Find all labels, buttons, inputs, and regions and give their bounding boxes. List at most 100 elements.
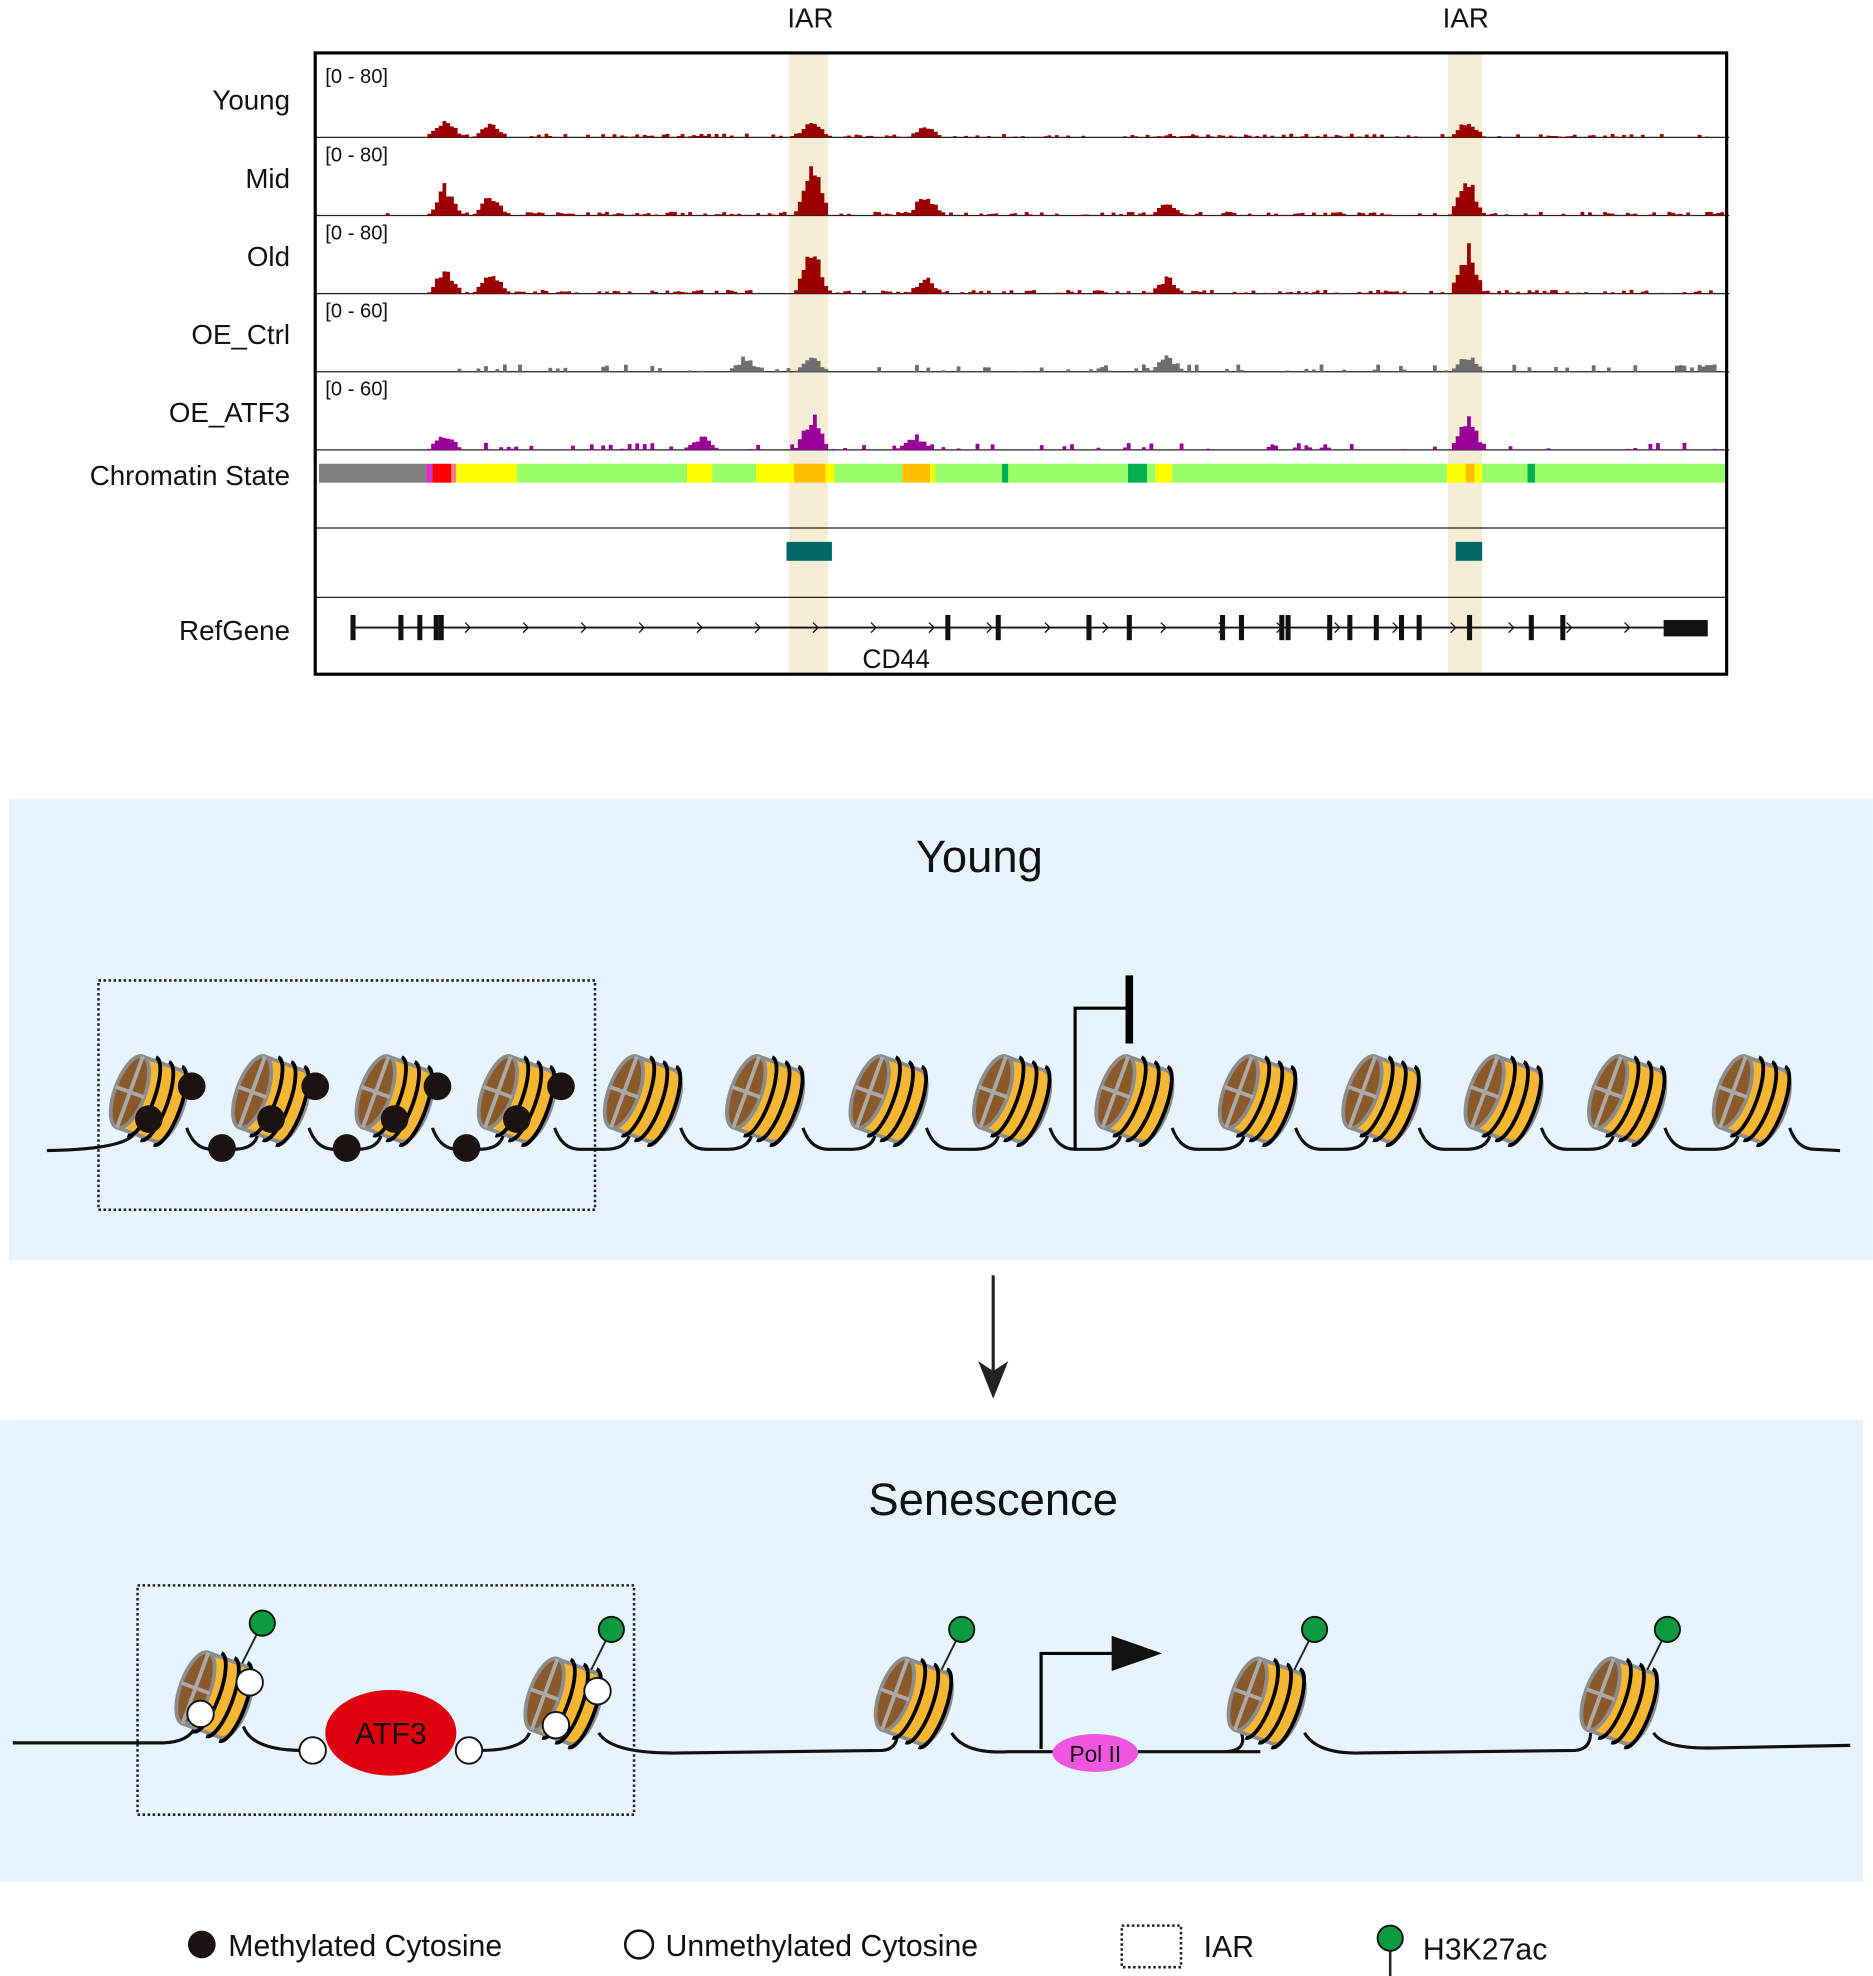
chromatin-segment: [1002, 463, 1009, 483]
strand-arrow-icon: [1102, 622, 1109, 634]
genome-browser: IAR IAR Young [0 - 80] Mid [0 - 80] Old [0 - …: [90, 3, 1730, 676]
methylated-cytosine: [380, 1105, 409, 1133]
strand-arrow-icon: [1218, 622, 1225, 634]
dna-strand: [12, 1725, 1851, 1755]
gene-name: CD44: [862, 644, 930, 674]
gene-exon: [1285, 614, 1291, 641]
young-title: Young: [916, 831, 1043, 882]
gene-exon: [1238, 614, 1244, 641]
methylated-cytosine: [177, 1072, 206, 1101]
chromatin-segment: [902, 463, 931, 483]
gene-exon: [398, 614, 404, 641]
strand-arrow-icon: [696, 622, 703, 634]
chromatin-segment: [712, 463, 757, 483]
young-panel-background: [8, 798, 1873, 1261]
senescence-panel-background: [0, 1420, 1863, 1882]
senescence-panel: Senescence ATF3 Pol II: [0, 1420, 1863, 1882]
gene-exon: [438, 614, 444, 641]
strand-arrow-icon: [754, 622, 761, 634]
strand-arrow-icon: [1508, 622, 1515, 634]
chromatin-segment: [930, 463, 936, 483]
legend-unmethylated: Unmethylated Cytosine: [666, 1930, 979, 1963]
iar-dotted-box: [136, 1584, 636, 1816]
gene-exon: [1528, 614, 1534, 641]
h3k27ac-mark: [248, 1609, 276, 1637]
gene-exon: [1560, 614, 1566, 641]
chromatin-segment: [1465, 463, 1475, 483]
methylated-cytosine: [257, 1105, 285, 1133]
gene-exon: [1220, 614, 1226, 641]
methylated-cytosine: [332, 1134, 361, 1162]
gene-exon: [1416, 614, 1422, 641]
repressed-promoter-icon: [1073, 1006, 1130, 1150]
strand-arrow-icon: [638, 622, 646, 634]
gene-exon: [945, 614, 951, 641]
iar-label-1: IAR: [787, 3, 833, 34]
methylated-cytosine: [423, 1072, 452, 1101]
gene-exon: [1086, 614, 1092, 641]
track-range: [0 - 80]: [325, 144, 388, 166]
gene-utr: [1663, 620, 1708, 637]
legend-methylated: Methylated Cytosine: [228, 1930, 502, 1963]
track-range: [0 - 60]: [325, 301, 388, 323]
track-label: OE_ATF3: [169, 397, 290, 428]
chromatin-segment: [1008, 463, 1129, 483]
gene-exon: [1373, 614, 1379, 641]
chromatin-segment: [1146, 463, 1156, 483]
browser-frame: [313, 51, 1729, 676]
unmethylated-cytosine: [235, 1668, 264, 1697]
chromatin-segment: [686, 463, 713, 483]
gene-exon: [1347, 614, 1353, 641]
strand-arrow-icon: [522, 622, 530, 634]
chromatin-segment: [825, 463, 835, 483]
pol-ii: [1052, 1734, 1139, 1772]
methylated-cytosine-icon: [187, 1930, 216, 1959]
strand-arrow-icon: [1044, 622, 1051, 634]
signal-tracks: Young [0 - 80] Mid [0 - 80] Old [0 - 80] OE_Ct…: [169, 66, 1730, 451]
signal-bars: [457, 355, 1717, 372]
methylated-cytosine: [135, 1105, 163, 1133]
chromatin-segment: [432, 463, 452, 483]
atf3-label: ATF3: [355, 1718, 427, 1751]
h3k27ac-mark: [597, 1615, 625, 1643]
chromatin-segment: [756, 463, 795, 483]
strand-arrow-icon: [1566, 622, 1573, 634]
methylated-cytosine: [452, 1134, 481, 1162]
strand-arrow-icon: [812, 622, 819, 634]
chromatin-segment: [456, 463, 517, 483]
young-chromatin: [46, 1045, 1841, 1162]
chromatin-state-bar: [319, 463, 1727, 483]
gene-exon: [995, 614, 1001, 641]
chromatin-segment: [834, 463, 903, 483]
unmethylated-cytosine: [454, 1736, 484, 1765]
h3k27ac-icon: [1376, 1924, 1404, 1952]
unmethylated-cytosine: [541, 1711, 571, 1740]
signal-bars: [385, 166, 1725, 216]
legend: Methylated Cytosine Unmethylated Cytosin…: [187, 1924, 1547, 1976]
methylated-cytosine: [301, 1072, 330, 1101]
arrowhead-icon: [1111, 1635, 1163, 1672]
young-panel: Young: [8, 798, 1873, 1261]
refgene-label: RefGene: [179, 615, 290, 646]
track-young: Young [0 - 80]: [212, 66, 1730, 138]
iar-box-icon: [1120, 1924, 1183, 1969]
signal-bars: [427, 120, 1710, 138]
unmethylated-cytosine: [298, 1736, 327, 1765]
track-range: [0 - 80]: [325, 222, 388, 244]
gene-exon: [1327, 614, 1333, 641]
active-promoter-arrow: [1039, 1651, 1122, 1750]
iar-highlights: [789, 52, 1483, 675]
strand-arrow-icon: [1160, 622, 1167, 634]
gene-exon: [350, 614, 356, 641]
strand-arrow-icon: [986, 622, 993, 634]
chromatin-segment: [1527, 463, 1536, 483]
signal-bars: [427, 243, 1717, 294]
chromatin-segment: [1474, 463, 1483, 483]
strand-arrow-icon: [870, 622, 877, 634]
strand-arrow-icon: [928, 622, 935, 634]
gene-exon: [417, 614, 423, 641]
chromatin-segment: [1155, 463, 1173, 483]
strand-arrow-icon: [1624, 622, 1631, 634]
track-old: Old [0 - 80]: [247, 222, 1730, 295]
